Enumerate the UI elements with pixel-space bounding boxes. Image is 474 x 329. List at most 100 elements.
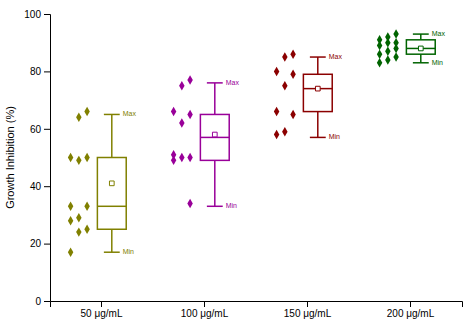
chart: 0 20 40 60 80 100 50 μg/mL 100 μg/mL 150 μg/mL 20…	[0, 0, 474, 329]
box	[406, 40, 435, 54]
max-label: Max	[226, 79, 240, 86]
box	[200, 114, 229, 160]
point	[84, 225, 89, 234]
x-tick-label: 200 μg/mL	[387, 308, 435, 319]
mean-marker	[418, 46, 423, 51]
median	[97, 206, 126, 208]
cap-max	[413, 33, 429, 35]
point	[179, 81, 184, 90]
point	[385, 38, 390, 47]
y-tick-mark	[44, 244, 50, 245]
point	[84, 107, 89, 116]
y-tick-mark	[44, 129, 50, 130]
x-tick: 200 μg/mL	[387, 301, 435, 319]
x-tick-label: 150 μg/mL	[284, 308, 332, 319]
y-tick-label: 40	[30, 181, 42, 192]
y-tick: 20	[30, 238, 50, 249]
point	[68, 247, 73, 256]
mean-marker	[315, 86, 320, 91]
y-tick-mark	[44, 71, 50, 72]
box-group	[377, 29, 435, 67]
mean-marker	[109, 181, 114, 186]
box-group	[274, 49, 332, 139]
x-axis: 50 μg/mL 100 μg/mL 150 μg/mL 200 μg/mL	[51, 301, 463, 319]
y-axis-title: Growth Inhibition (%)	[4, 106, 16, 209]
x-tick-label: 50 μg/mL	[81, 308, 123, 319]
y-tick: 0	[35, 296, 50, 307]
cap-min	[104, 251, 120, 253]
point	[274, 67, 279, 76]
point	[68, 202, 73, 211]
annotations: MaxMinMaxMinMaxMinMaxMin	[123, 30, 446, 255]
box-group	[171, 75, 229, 208]
y-tick-mark	[44, 301, 50, 302]
max-label: Max	[432, 30, 446, 37]
point	[68, 153, 73, 162]
y-tick-label: 100	[24, 9, 41, 20]
x-tick: 100 μg/mL	[181, 301, 229, 319]
y-tick-label: 80	[30, 66, 42, 77]
point	[171, 156, 176, 165]
y-tick-label: 60	[30, 124, 42, 135]
min-label: Min	[432, 59, 443, 66]
point	[282, 127, 287, 136]
cap-min	[413, 62, 429, 64]
point	[290, 70, 295, 79]
whisker-lower	[214, 160, 216, 206]
y-tick: 40	[30, 181, 50, 192]
y-axis-line	[44, 15, 51, 302]
whisker-upper	[214, 83, 216, 115]
point	[76, 156, 81, 165]
x-tick-mark	[101, 301, 102, 307]
whisker-lower	[111, 229, 113, 252]
point	[282, 52, 287, 61]
max-label: Max	[123, 110, 137, 117]
whisker-lower	[420, 54, 422, 63]
point	[393, 52, 398, 61]
point	[274, 107, 279, 116]
y-tick-mark	[44, 14, 50, 15]
point	[187, 110, 192, 119]
y-tick-label: 20	[30, 238, 42, 249]
cap-max	[310, 56, 326, 58]
x-tick: 150 μg/mL	[284, 301, 332, 319]
x-tick-mark	[410, 301, 411, 307]
plot-area	[68, 29, 435, 257]
point	[187, 199, 192, 208]
y-tick: 100	[24, 9, 50, 20]
min-label: Min	[226, 202, 237, 209]
box-group	[68, 107, 126, 257]
y-tick: 80	[30, 66, 50, 77]
x-tick-label: 100 μg/mL	[181, 308, 229, 319]
whisker-upper	[317, 57, 319, 74]
point	[377, 49, 382, 58]
point	[187, 153, 192, 162]
point	[274, 130, 279, 139]
y-tick-label: 0	[35, 296, 41, 307]
point	[385, 55, 390, 64]
whisker-upper	[111, 114, 113, 157]
point	[385, 47, 390, 56]
point	[393, 44, 398, 53]
point	[76, 213, 81, 222]
point	[290, 49, 295, 58]
x-tick: 50 μg/mL	[81, 301, 123, 319]
cap-min	[310, 137, 326, 139]
point	[187, 75, 192, 84]
x-axis-line	[51, 302, 463, 308]
point	[282, 81, 287, 90]
x-tick-mark	[204, 301, 205, 307]
min-label: Min	[123, 248, 134, 255]
cap-max	[104, 114, 120, 116]
point	[179, 118, 184, 127]
point	[68, 216, 73, 225]
mean-marker	[212, 132, 217, 137]
cap-min	[207, 206, 223, 208]
point	[393, 29, 398, 38]
point	[76, 227, 81, 236]
y-tick: 60	[30, 124, 50, 135]
whisker-upper	[420, 34, 422, 40]
box	[303, 74, 332, 111]
point	[290, 110, 295, 119]
whisker-lower	[317, 112, 319, 138]
